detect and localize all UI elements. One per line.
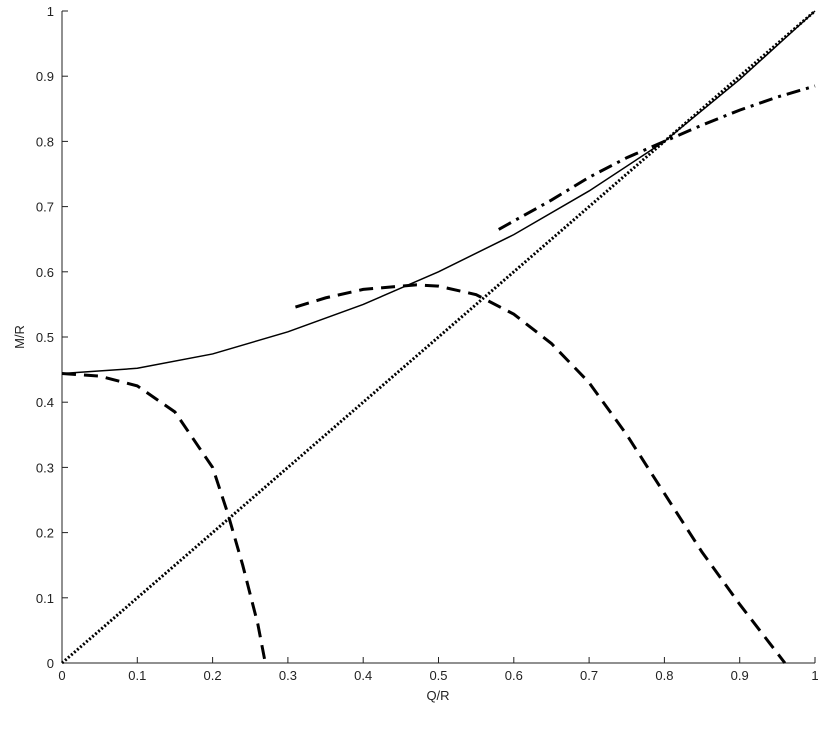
y-tick-label: 1 xyxy=(47,4,54,19)
y-tick-label: 0.6 xyxy=(36,265,54,280)
series-line xyxy=(61,10,816,375)
y-tick-label: 0.1 xyxy=(36,591,54,606)
x-tick-label: 0.9 xyxy=(731,668,749,683)
series-line xyxy=(294,283,787,664)
x-tick-label: 0.8 xyxy=(655,668,673,683)
series-line xyxy=(61,372,267,664)
x-tick-label: 1 xyxy=(811,668,818,683)
y-tick-label: 0.4 xyxy=(36,395,54,410)
y-tick-label: 0.7 xyxy=(36,200,54,215)
y-axis-label: M/R xyxy=(12,325,27,349)
x-tick-label: 0.7 xyxy=(580,668,598,683)
y-tick-label: 0.9 xyxy=(36,69,54,84)
y-tick-label: 0.3 xyxy=(36,460,54,475)
x-tick-label: 0.5 xyxy=(429,668,447,683)
series-line xyxy=(61,9,816,665)
x-axis-label: Q/R xyxy=(426,688,449,703)
y-tick-label: 0.5 xyxy=(36,330,54,345)
y-tick-label: 0.2 xyxy=(36,526,54,541)
x-tick-label: 0.6 xyxy=(505,668,523,683)
y-tick-label: 0 xyxy=(47,656,54,671)
x-tick-label: 0.2 xyxy=(204,668,222,683)
x-tick-label: 0.3 xyxy=(279,668,297,683)
series-line xyxy=(498,84,816,231)
x-tick-label: 0.1 xyxy=(128,668,146,683)
x-tick-label: 0.4 xyxy=(354,668,372,683)
x-tick-label: 0 xyxy=(58,668,65,683)
y-tick-label: 0.8 xyxy=(36,134,54,149)
